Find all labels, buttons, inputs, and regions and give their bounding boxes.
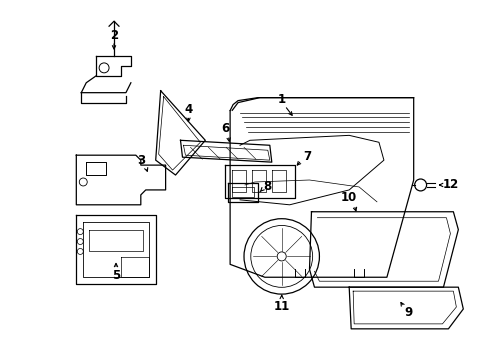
Text: 10: 10 [341, 192, 357, 204]
Text: 6: 6 [221, 122, 229, 135]
Text: 4: 4 [184, 103, 193, 116]
Text: 5: 5 [112, 269, 120, 282]
Text: 9: 9 [405, 306, 413, 319]
Text: 8: 8 [264, 180, 272, 193]
Text: 2: 2 [110, 29, 118, 42]
Text: 1: 1 [278, 93, 286, 106]
Text: 12: 12 [442, 179, 459, 192]
Text: 11: 11 [273, 300, 290, 312]
Text: 7: 7 [303, 150, 312, 163]
Text: 3: 3 [137, 154, 145, 167]
